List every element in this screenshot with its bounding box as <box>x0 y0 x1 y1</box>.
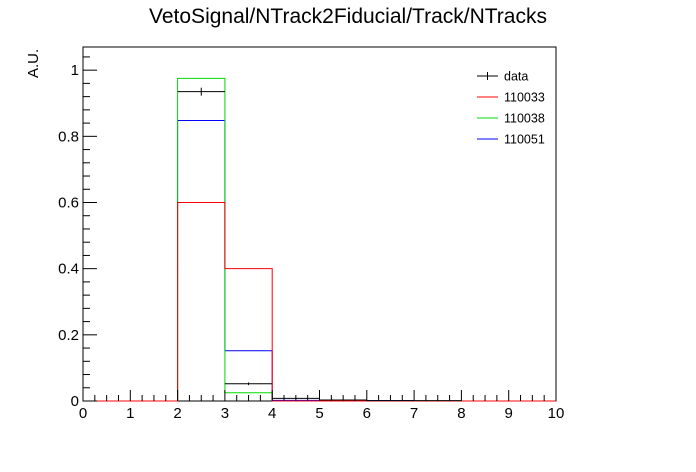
axes-layer: 0 1 2 3 4 5 6 7 8 9 10 0 0.2 0.4 0.6 0.8 1 <box>58 56 565 422</box>
series-110051 <box>83 119 556 402</box>
x-tick-label: 3 <box>221 405 229 422</box>
y-tick-label: 0.8 <box>58 128 79 145</box>
plot-frame <box>82 46 557 402</box>
x-tick-label: 7 <box>410 405 418 422</box>
x-tick-label: 5 <box>315 405 323 422</box>
y-tick-label: 0.6 <box>58 194 79 211</box>
legend-label-110033: 110033 <box>504 91 545 105</box>
x-tick-label: 6 <box>363 405 371 422</box>
y-tick-label: 1 <box>71 62 79 79</box>
series-layer <box>83 77 556 402</box>
x-tick-label: 2 <box>173 405 181 422</box>
series-110038 <box>83 77 556 402</box>
x-tick-label: 9 <box>505 405 513 422</box>
y-tick-label: 0.2 <box>58 327 79 344</box>
x-tick-label: 8 <box>457 405 465 422</box>
y-tick-label: 0 <box>71 393 79 410</box>
y-axis-label: A.U. <box>25 49 42 78</box>
legend-label-110051: 110051 <box>504 133 545 147</box>
legend: data 110033 110038 110051 <box>477 70 545 147</box>
y-tick-label: 0.4 <box>58 261 79 278</box>
x-tick-label: 4 <box>268 405 276 422</box>
x-tick-label: 1 <box>126 405 134 422</box>
x-tick-label: 0 <box>79 405 87 422</box>
legend-label-110038: 110038 <box>504 112 545 126</box>
legend-label-data: data <box>504 70 528 84</box>
x-tick-label: 10 <box>548 405 565 422</box>
series-110033 <box>83 201 556 402</box>
chart-title: VetoSignal/NTrack2Fiducial/Track/NTracks <box>149 5 547 28</box>
